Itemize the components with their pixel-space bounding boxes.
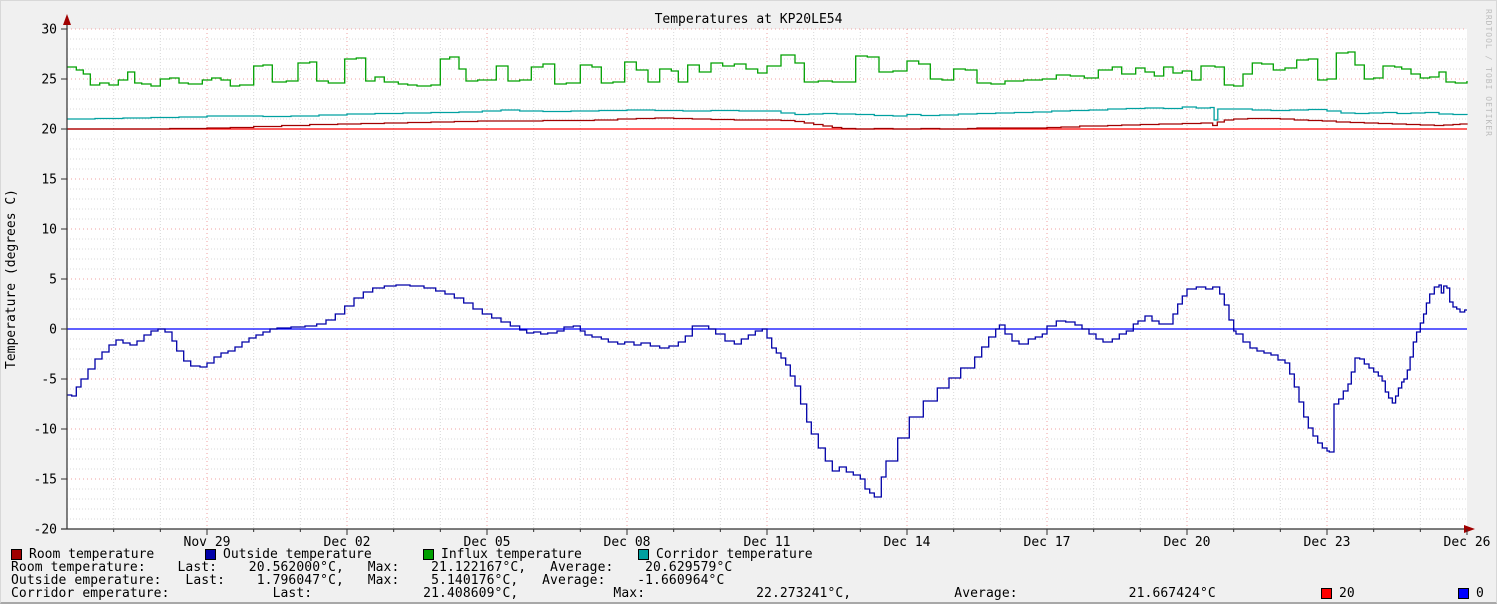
chart-title: Temperatures at KP20LE54: [654, 12, 843, 27]
y-tick-label: 0: [49, 323, 57, 338]
threshold-0-swatch: [1458, 588, 1469, 599]
outside-color-swatch: [205, 549, 216, 560]
y-tick-label: 5: [49, 273, 57, 288]
x-tick-label: Dec 23: [1304, 535, 1351, 550]
x-tick-label: Dec 11: [744, 535, 791, 550]
threshold-20-label: 20: [1339, 586, 1355, 601]
threshold-marker-0: 0: [1458, 586, 1484, 601]
stats-row-room: Room temperature: Last: 20.562000°C, Max…: [11, 560, 733, 575]
y-tick-label: 15: [41, 173, 57, 188]
room-color-swatch: [11, 549, 22, 560]
y-tick-label: -20: [34, 523, 57, 538]
legend-item-room: Room temperature: [11, 547, 155, 562]
legend-label-corridor: Corridor temperature: [656, 547, 813, 562]
x-tick-label: Dec 14: [884, 535, 931, 550]
x-tick-label: Dec 02: [324, 535, 371, 550]
x-tick-label: Dec 26: [1444, 535, 1491, 550]
legend-item-corridor: Corridor temperature: [638, 547, 813, 562]
x-tick-label: Dec 05: [464, 535, 511, 550]
legend-item-influx: Influx temperature: [423, 547, 582, 562]
x-tick-label: Nov 29: [184, 535, 231, 550]
y-tick-label: 25: [41, 73, 57, 88]
legend-label-outside: Outside temperature: [223, 547, 372, 562]
x-tick-label: Dec 20: [1164, 535, 1211, 550]
rrdtool-watermark: RRDTOOL / TOBI OETIKER: [1484, 9, 1493, 137]
y-axis-arrow: [63, 14, 71, 25]
x-axis-arrow: [1464, 525, 1475, 533]
y-tick-label: 10: [41, 223, 57, 238]
influx-color-swatch: [423, 549, 434, 560]
y-tick-label: -5: [41, 373, 57, 388]
y-tick-label: -15: [34, 473, 57, 488]
threshold-marker-20: 20: [1321, 586, 1355, 601]
x-tick-label: Dec 08: [604, 535, 651, 550]
stats-row-corridor: Corridor emperature: Last: 21.408609°C, …: [11, 586, 1216, 601]
series-room-temperature: [67, 117, 1468, 130]
threshold-0-label: 0: [1476, 586, 1484, 601]
y-tick-label: -10: [34, 423, 57, 438]
stats-row-outside: Outside emperature: Last: 1.796047°C, Ma…: [11, 573, 725, 588]
legend-label-room: Room temperature: [29, 547, 155, 562]
series-influx-temperature: [67, 51, 1468, 87]
series-corridor-temperature: [67, 106, 1468, 121]
x-tick-label: Dec 17: [1024, 535, 1071, 550]
legend-label-influx: Influx temperature: [441, 547, 582, 562]
y-axis-title: Temperature (degrees C): [4, 189, 19, 369]
y-tick-label: 20: [41, 123, 57, 138]
corridor-color-swatch: [638, 549, 649, 560]
legend-item-outside: Outside temperature: [205, 547, 372, 562]
threshold-20-swatch: [1321, 588, 1332, 599]
y-tick-label: 30: [41, 23, 57, 38]
series-outside-temperature: [67, 284, 1467, 498]
